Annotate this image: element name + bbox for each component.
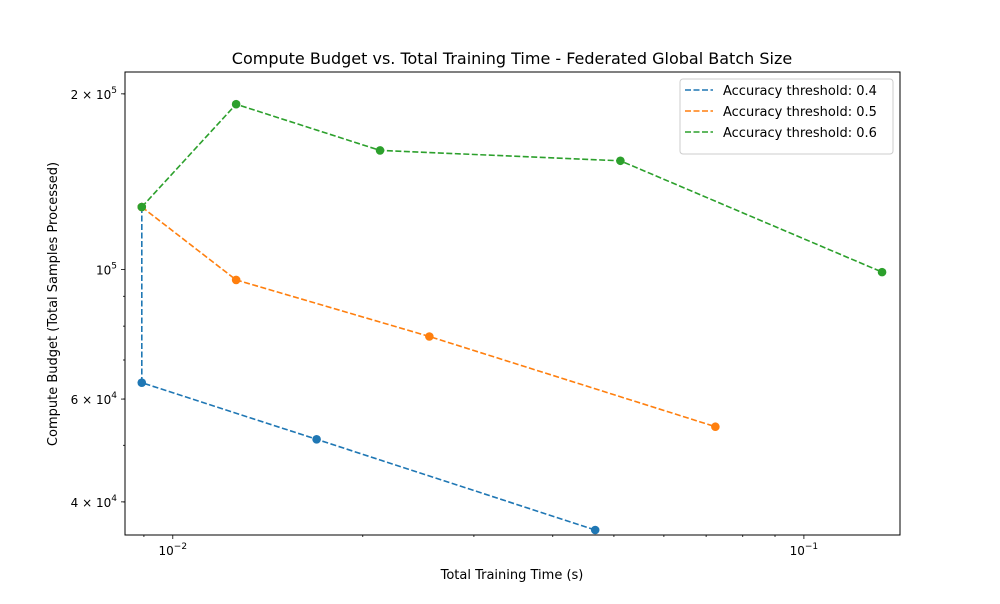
plot-frame xyxy=(124,71,901,536)
series-2-point xyxy=(711,422,720,432)
legend-label: Accuracy threshold: 0.6 xyxy=(723,126,877,141)
series-3-point xyxy=(137,202,147,212)
x-axis-ticks: 10−2 10−1 xyxy=(143,535,819,558)
series-1-point xyxy=(312,434,321,444)
legend-label: Accuracy threshold: 0.4 xyxy=(723,84,877,99)
y-tick-label: 2 × 105 xyxy=(71,86,117,102)
y-tick-label: 4 × 104 xyxy=(71,494,118,510)
y-axis-ticks: 4 × 104 6 × 104 105 2 × 105 xyxy=(71,86,125,510)
legend: Accuracy threshold: 0.4 Accuracy threshol… xyxy=(679,78,894,155)
series-3-point xyxy=(616,156,625,166)
series-3-point xyxy=(375,146,385,155)
y-axis-label: Compute Budget (Total Samples Processed) xyxy=(46,162,61,446)
x-tick-label: 10−2 xyxy=(159,542,188,558)
x-axis-label: Total Training Time (s) xyxy=(440,568,584,583)
series-2-point xyxy=(231,275,241,285)
y-tick-label: 6 × 104 xyxy=(71,391,118,407)
series-line-1 xyxy=(141,207,596,531)
legend-label: Accuracy threshold: 0.5 xyxy=(723,105,877,120)
series-line-2 xyxy=(141,206,716,428)
series-1-point xyxy=(137,378,147,388)
series-3-point xyxy=(877,267,887,277)
x-tick-label: 10−1 xyxy=(790,542,819,558)
series-1-point xyxy=(590,525,600,535)
legend-box xyxy=(679,78,894,155)
y-tick-label: 105 xyxy=(96,262,117,278)
series-2-point xyxy=(425,332,434,341)
series-3-point xyxy=(231,99,241,109)
plot-area xyxy=(137,99,887,535)
chart-title: Compute Budget vs. Total Training Time -… xyxy=(232,49,792,68)
